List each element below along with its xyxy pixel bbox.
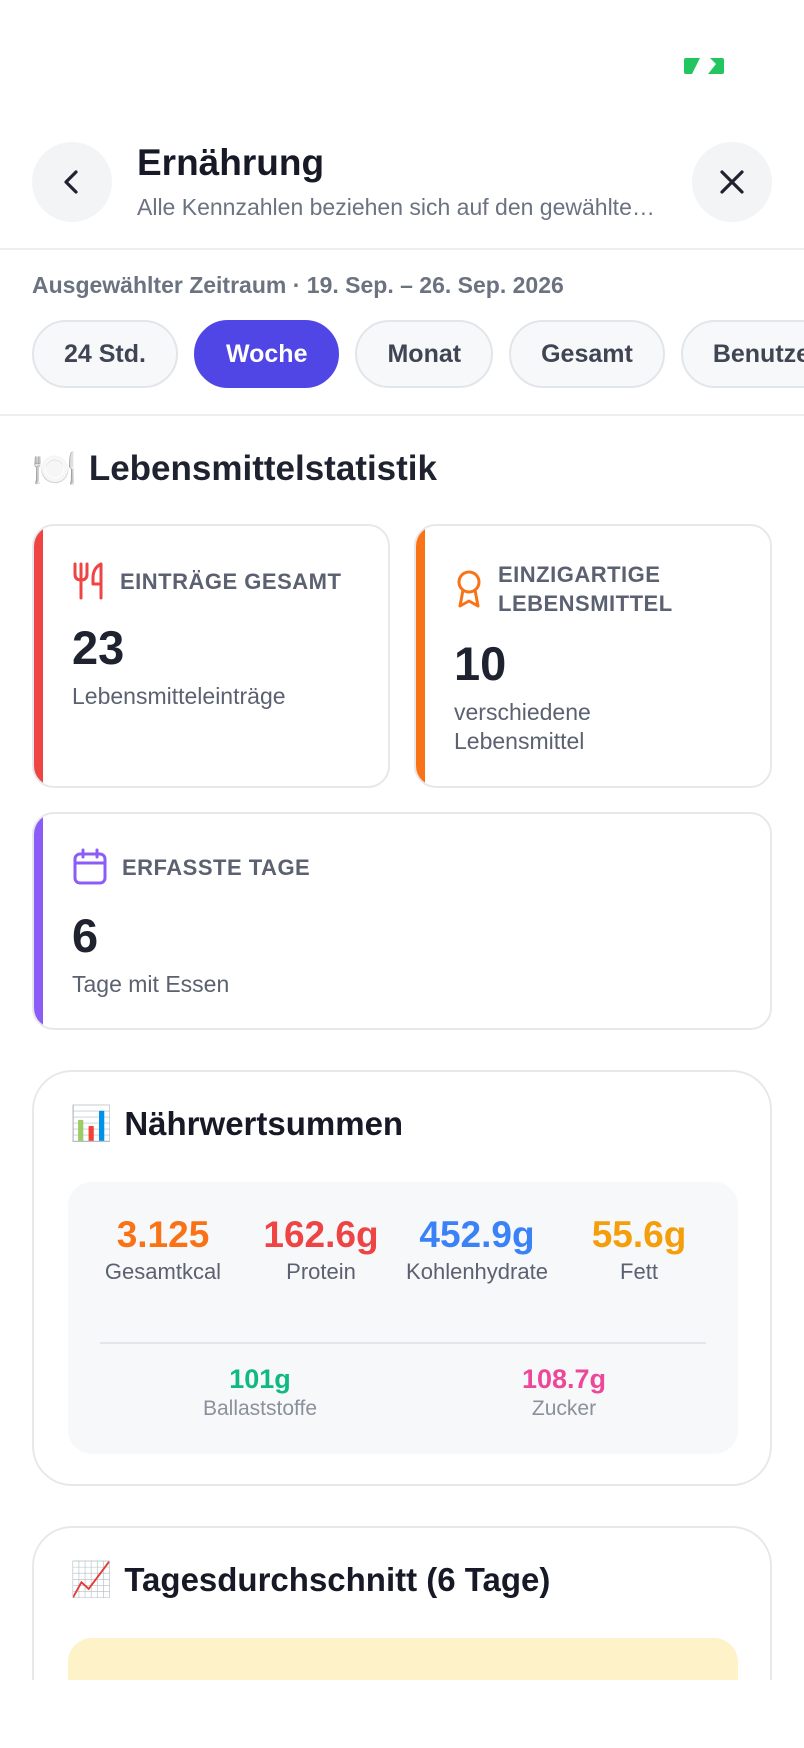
metric-fat: 55.6g Fett [564, 1214, 714, 1286]
card-value: 6 [72, 909, 99, 962]
card-label: EINZIGARTIGE LEBENSMITTEL [498, 562, 673, 616]
card-head: EINTRÄGE GESAMT [72, 562, 341, 600]
card-head: EINZIGARTIGE LEBENSMITTEL [454, 560, 698, 618]
page-subtitle: Alle Kennzahlen beziehen sich auf den ge… [137, 194, 667, 220]
metric-fiber: 101g Ballaststoffe [140, 1364, 380, 1421]
nutrition-sums-heading: 📊 Nährwertsummen [70, 1104, 403, 1144]
card-desc: Tage mit Essen [72, 971, 230, 997]
metric-label: Kohlenhydrate [406, 1259, 548, 1284]
stat-card-unique-foods: EINZIGARTIGE LEBENSMITTEL 10 verschieden… [414, 524, 772, 788]
chevron-left-icon [64, 170, 78, 194]
nutrition-sums-title: Nährwertsummen [124, 1105, 404, 1142]
stat-card-entries: EINTRÄGE GESAMT 23 Lebensmitteleinträge [32, 524, 390, 788]
metric-label: Zucker [531, 1397, 597, 1420]
plate-icon: 🍽️ [32, 448, 77, 489]
close-button[interactable] [692, 142, 772, 222]
period-pill-week[interactable]: Woche [193, 320, 340, 388]
metric-kcal: 3.125 Gesamtkcal [88, 1214, 238, 1286]
card-value: 10 [454, 637, 507, 690]
food-stats-heading: 🍽️ Lebensmittelstatistik [32, 448, 437, 490]
bar-chart-icon: 📊 [70, 1105, 113, 1143]
metric-label: Protein [286, 1259, 356, 1284]
metric-value: 452.9g [419, 1214, 535, 1255]
period-pill-24h[interactable]: 24 Std. [32, 320, 178, 388]
period-pill-row: 24 Std. Woche Monat Gesamt Benutzerdefin… [32, 320, 804, 388]
metric-value: 162.6g [263, 1214, 379, 1255]
period-pill-total[interactable]: Gesamt [509, 320, 665, 388]
period-pill-custom[interactable]: Benutzerdefiniert [680, 320, 804, 388]
metric-label: Gesamtkcal [104, 1259, 222, 1284]
bottom-safe-area [0, 1680, 804, 1748]
card-head: ERFASSTE TAGE [72, 848, 310, 886]
metric-label: Fett [620, 1259, 658, 1284]
metric-value: 3.125 [116, 1214, 210, 1255]
fork-knife-icon [73, 562, 103, 600]
card-accent [416, 526, 425, 786]
metric-label: Ballaststoffe [202, 1397, 317, 1420]
metric-value: 108.7g [521, 1364, 607, 1394]
metric-value: 101g [229, 1364, 291, 1394]
trend-chart-icon: 📈 [70, 1561, 113, 1599]
status-bar [0, 0, 804, 110]
card-desc: verschiedene Lebensmittel [454, 699, 591, 754]
period-label: Ausgewählter Zeitraum · 19. Sep. – 26. S… [32, 272, 564, 298]
card-desc: Lebensmitteleinträge [72, 683, 286, 709]
metric-sugar: 108.7g Zucker [444, 1364, 684, 1421]
card-accent [34, 814, 43, 1028]
stat-card-logged-days: ERFASSTE TAGE 6 Tage mit Essen [32, 812, 772, 1030]
daily-average-title: Tagesdurchschnitt (6 Tage) [124, 1561, 551, 1598]
card-accent [34, 526, 43, 786]
nutrition-sums-card: 📊 Nährwertsummen 3.125 Gesamtkcal 162.6g… [32, 1070, 772, 1486]
food-stats-title: Lebensmittelstatistik [88, 449, 437, 488]
page-title: Ernährung [137, 142, 325, 183]
daily-average-heading: 📈 Tagesdurchschnitt (6 Tage) [70, 1560, 550, 1600]
divider [100, 1342, 706, 1344]
nutrition-sums-panel: 3.125 Gesamtkcal 162.6g Protein 452.9g K… [68, 1182, 738, 1454]
metric-protein: 162.6g Protein [246, 1214, 396, 1286]
card-value: 23 [72, 621, 125, 674]
card-label: ERFASSTE TAGE [122, 854, 311, 880]
award-icon [457, 570, 481, 608]
close-icon [720, 170, 744, 194]
period-pill-month[interactable]: Monat [355, 320, 494, 388]
calendar-icon [73, 848, 107, 885]
status-indicator-icon [684, 58, 724, 74]
metric-carbs: 452.9g Kohlenhydrate [402, 1214, 552, 1286]
period-selector: Ausgewählter Zeitraum · 19. Sep. – 26. S… [0, 250, 804, 416]
card-label: EINTRÄGE GESAMT [120, 568, 342, 594]
back-button[interactable] [32, 142, 112, 222]
metric-value: 55.6g [591, 1214, 687, 1255]
header: Ernährung Alle Kennzahlen beziehen sich … [0, 138, 804, 250]
